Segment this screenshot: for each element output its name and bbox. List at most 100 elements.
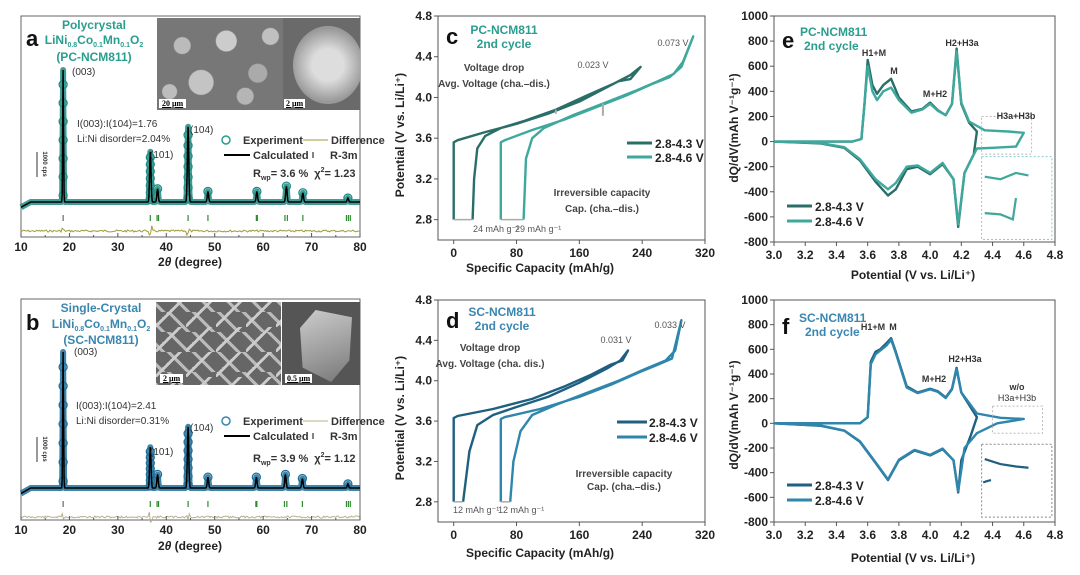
x-tick-label: 4.2 <box>953 248 970 262</box>
peak-label-101: (101) <box>150 447 173 458</box>
peak-label-104: (104) <box>190 423 213 434</box>
panel-a-title-line3: (PC-NCM811) <box>56 50 131 64</box>
panel-f-letter: f <box>782 314 790 339</box>
x-tick-label: 3.6 <box>859 248 876 262</box>
experiment-point <box>58 457 68 467</box>
panel-a-title-line1: Polycrystal <box>62 18 126 32</box>
y-tick-label: -800 <box>744 515 768 529</box>
x-tick-label: 160 <box>569 246 589 260</box>
panel-a-letter: a <box>26 26 39 51</box>
cap-cha-dis-label: Cap. (cha.–dis.) <box>587 482 661 493</box>
panel-d: 0 80 160 240 320 2.8 3.2 3.6 4.0 4.4 4.8 <box>415 293 715 542</box>
y-tick-label: -400 <box>744 466 768 480</box>
x-tick-label: 70 <box>305 240 319 254</box>
y-tick-label: 400 <box>748 367 768 381</box>
series-2843-curve <box>452 65 642 220</box>
panel-f-xlabel: Potential (V vs. Li/Li⁺) <box>851 551 975 565</box>
voltage-drop-label: Voltage drop <box>460 343 520 354</box>
y-tick-label: 2.8 <box>415 495 432 509</box>
inset-curve-zoom <box>984 171 1029 181</box>
sem-scale-bar: 0.5 μm <box>285 374 313 383</box>
x-tick-label: 4.8 <box>1047 528 1064 542</box>
series-2846-curve <box>773 338 1025 493</box>
x-tick-label: 30 <box>111 240 125 254</box>
series-2843-curve <box>773 47 979 229</box>
series-2846-curve <box>773 50 1025 226</box>
experiment-point <box>183 172 193 182</box>
x-tick-label: 3.2 <box>797 248 814 262</box>
x-tick-label: 3.4 <box>828 528 845 542</box>
peak-h3a-h3b: H3a+H3b <box>998 393 1036 403</box>
peak-label-003: (003) <box>74 347 97 358</box>
panel-e-ylabel: dQ/dV(mAh V⁻¹g⁻¹) <box>727 73 741 182</box>
inset-box-charge <box>992 405 1044 434</box>
y-tick-label: 4.4 <box>415 333 432 347</box>
sem-image-pc-high-mag: 2 μm <box>283 18 360 110</box>
x-tick-label: 4.8 <box>1047 248 1064 262</box>
voltage-drop-value-43: 0.031 V <box>600 335 631 345</box>
peak-h3a-h3b: H3a+H3b <box>997 111 1036 121</box>
legend-calculated: Calculated <box>253 431 309 443</box>
y-tick-label: 3.2 <box>415 172 432 186</box>
legend-calculated: Calculated <box>253 150 309 162</box>
y-tick-label: 0 <box>761 135 768 149</box>
y-tick-label: 200 <box>748 109 768 123</box>
fit-stats: Rwp= 3.9 % χ2= 1.12 <box>253 452 355 467</box>
y-tick-label: 200 <box>748 392 768 406</box>
li-ni-disorder: Li:Ni disorder=0.31% <box>76 416 169 427</box>
legend-r3m: R-3m <box>330 431 358 443</box>
legend-difference: Difference <box>331 135 385 147</box>
irreversible-capacity-43: 12 mAh g⁻¹ <box>453 505 499 515</box>
x-tick-label: 320 <box>695 528 715 542</box>
x-tick-label: 240 <box>632 246 652 260</box>
avg-voltage-label: Avg. Voltage (cha. dis.) <box>436 359 545 370</box>
y-tick-label: 4.8 <box>415 293 432 307</box>
panel-b: b Single-Crystal LiNi0.8Co0.1Mn0.1O2 (SC… <box>14 298 385 553</box>
panel-b-letter: b <box>26 310 39 335</box>
x-tick-label: 4.4 <box>984 528 1001 542</box>
x-tick-label: 60 <box>256 240 270 254</box>
voltage-drop-value-43: 0.023 V <box>577 60 608 70</box>
experiment-point <box>145 187 155 198</box>
y-tick-label: -400 <box>744 185 768 199</box>
legend-experiment: Experiment <box>243 416 303 428</box>
x-tick-label: 160 <box>569 528 589 542</box>
voltage-drop-label: Voltage drop <box>464 63 524 74</box>
x-tick-label: 4.6 <box>1015 528 1032 542</box>
legend-43: 2.8-4.3 V <box>815 200 864 214</box>
irreversible-capacity-46: 29 mAh g⁻¹ <box>515 224 561 234</box>
x-tick-label: 0 <box>450 528 457 542</box>
experiment-point <box>145 194 155 205</box>
panel-a-xlabel: 2θ (degree) <box>158 255 222 269</box>
difference-profile <box>20 511 360 524</box>
y-tick-label: 4.8 <box>415 9 432 23</box>
inset-box-discharge <box>981 156 1053 240</box>
legend-experiment-marker <box>221 416 231 426</box>
series-2846-curve <box>499 35 695 220</box>
panel-c-ylabel: Potential (V vs. Li/Li⁺) <box>393 73 407 197</box>
y-tick-label: -200 <box>744 441 768 455</box>
experiment-point <box>183 183 193 193</box>
y-tick-label: 400 <box>748 84 768 98</box>
calculated-profile <box>20 69 360 208</box>
sem-image-sc-high-mag: 0.5 μm <box>282 302 360 385</box>
intensity-ratio: I(003):I(104)=1.76 <box>77 119 158 130</box>
x-tick-label: 3.8 <box>891 528 908 542</box>
peak-m-h2: M+H2 <box>922 374 946 384</box>
y-tick-label: 3.2 <box>415 454 432 468</box>
x-tick-label: 4.0 <box>922 248 939 262</box>
panel-e: 3.0 3.2 3.4 3.6 3.8 4.0 4.2 4.4 4.6 4.8 -800 -600 -4… <box>741 9 1063 262</box>
panel-d-ylabel: Potential (V vs. Li/Li⁺) <box>393 356 407 480</box>
legend-difference: Difference <box>331 416 385 428</box>
panel-c-xlabel: Specific Capacity (mAh/g) <box>466 261 614 275</box>
x-tick-label: 3.2 <box>797 528 814 542</box>
panel-b-title-formula: LiNi0.8Co0.1Mn0.1O2 <box>52 317 151 333</box>
panel-d-title-line2: 2nd cycle <box>475 319 530 333</box>
scale-bar-label: 1000 cps <box>41 151 47 177</box>
x-tick-label: 40 <box>160 240 174 254</box>
cap-cha-dis-label: Cap. (cha.–dis.) <box>565 204 639 215</box>
intensity-ratio: I(003):I(104)=2.41 <box>76 401 157 412</box>
panel-c-title-line1: PC-NCM811 <box>470 23 538 37</box>
y-tick-label: -600 <box>744 210 768 224</box>
panel-e-text: e PC-NCM811 2nd cycle H1+M M M+H2 H2+H3a… <box>727 25 1036 282</box>
